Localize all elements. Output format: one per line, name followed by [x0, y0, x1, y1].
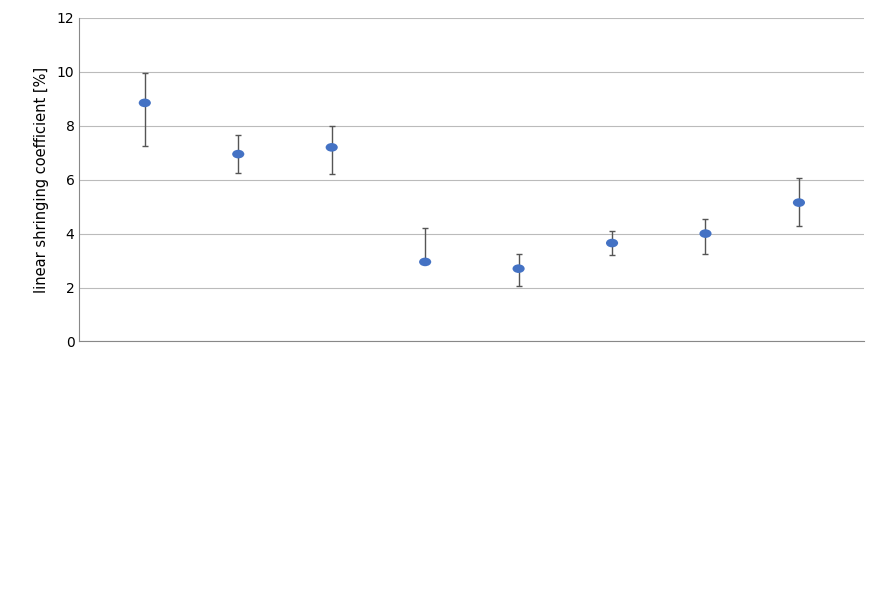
Ellipse shape: [793, 198, 805, 207]
Ellipse shape: [606, 239, 618, 247]
Ellipse shape: [232, 150, 244, 158]
Ellipse shape: [138, 99, 151, 107]
Ellipse shape: [419, 258, 431, 266]
Ellipse shape: [699, 229, 712, 238]
Ellipse shape: [512, 264, 525, 273]
Ellipse shape: [325, 143, 338, 152]
Y-axis label: linear shringing coefficient [%]: linear shringing coefficient [%]: [34, 66, 49, 293]
